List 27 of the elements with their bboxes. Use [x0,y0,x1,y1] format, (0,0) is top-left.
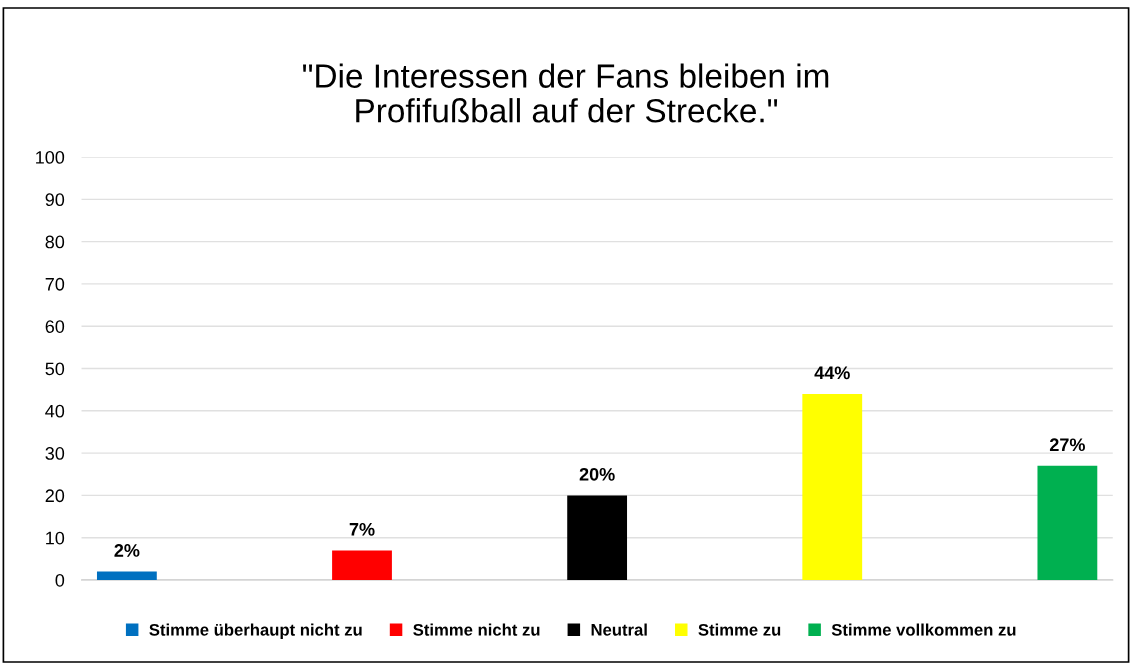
y-tick-label: 0 [55,573,65,587]
data-label: 2% [114,544,140,557]
data-label: 27% [1049,438,1085,452]
bar [567,495,628,580]
y-tick-label: 10 [46,531,65,545]
y-tick-label: 50 [45,362,65,376]
bar [96,571,157,580]
y-tick-label: 100 [36,150,65,164]
y-tick-label: 20 [45,489,65,503]
data-label: 20% [579,467,615,481]
bar [1037,465,1098,580]
legend-label: Neutral [591,623,647,636]
y-tick-label: 80 [45,235,65,249]
y-tick-label: 40 [45,404,65,418]
chart-title: "Die Interessen der Fans bleiben im Profifußball auf der Strecke." [303,63,829,123]
y-tick-label: 90 [45,193,65,207]
data-label: 44% [814,366,850,380]
bar [332,550,392,580]
legend-label: Stimme überhaupt nicht zu [149,623,362,640]
y-tick-label: 60 [45,320,65,333]
bar [802,393,863,580]
y-tick-label: 30 [45,447,65,460]
legend-label: Stimme vollkommen zu [831,623,1016,636]
legend-label: Stimme zu [698,623,781,636]
y-tick-label: 70 [45,277,65,291]
legend-label: Stimme nicht zu [413,623,540,636]
data-label: 7% [349,522,375,536]
